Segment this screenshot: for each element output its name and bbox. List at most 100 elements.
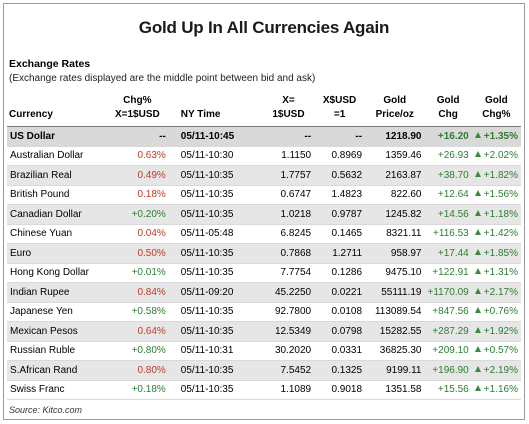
gold-chg-percent-value: +0.57% (483, 345, 518, 357)
cell-ny-time: 05/11-10:35 (168, 204, 263, 225)
cell-currency: Chinese Yuan (7, 224, 106, 244)
table-row: Canadian Dollar +0.20% 05/11-10:35 1.0218 0.… (7, 204, 521, 225)
cell-gold-price: 113089.54 (365, 302, 425, 322)
cell-rate: 6.8245 (262, 224, 315, 244)
cell-chg-percent: +0.58% (105, 302, 169, 322)
cell-usd: 1.2711 (314, 243, 366, 264)
cell-chg-percent: +0.20% (105, 204, 169, 225)
cell-currency: Euro (7, 243, 106, 264)
cell-rate: 1.1089 (262, 380, 315, 400)
header-rate: X= 1$USD (262, 92, 315, 127)
cell-ny-time: 05/11-10:35 (168, 302, 263, 322)
table-row: Japanese Yen +0.58% 05/11-10:35 92.7800 0.01… (7, 302, 521, 322)
page-title: Gold Up In All Currencies Again (138, 18, 390, 37)
cell-chg-percent: +0.01% (105, 263, 169, 283)
header-usd: X$USD =1 (314, 92, 366, 127)
cell-chg-percent: 0.04% (105, 224, 169, 244)
table-row: Indian Rupee 0.84% 05/11-09:20 45.2250 0.022… (7, 282, 521, 303)
cell-currency: Swiss Franc (7, 380, 106, 400)
header-gold-price: Gold Price/oz (365, 92, 425, 127)
up-arrow-icon (474, 229, 481, 236)
cell-rate: 1.1150 (262, 146, 315, 166)
cell-gold-chg-percent: +1.85% (471, 243, 521, 264)
cell-gold-chg: +16.20 (424, 126, 472, 147)
cell-ny-time: 05/11-10:35 (168, 165, 263, 186)
cell-usd: 0.9787 (314, 204, 366, 225)
cell-ny-time: 05/11-10:35 (168, 263, 263, 283)
cell-gold-chg: +12.64 (424, 185, 472, 205)
up-arrow-icon (474, 326, 481, 333)
cell-gold-chg-percent: +1.35% (471, 126, 521, 147)
cell-currency: Indian Rupee (7, 282, 106, 303)
gold-chg-percent-value: +2.17% (483, 286, 518, 298)
up-arrow-icon (474, 385, 481, 392)
cell-chg-percent: 0.80% (105, 360, 169, 381)
cell-ny-time: 05/11-05:48 (168, 224, 263, 244)
cell-rate: 0.7868 (262, 243, 315, 264)
cell-chg-percent: 0.18% (105, 185, 169, 205)
cell-ny-time: 05/11-10:30 (168, 146, 263, 166)
up-arrow-icon (474, 365, 481, 372)
cell-gold-price: 1359.46 (365, 146, 425, 166)
cell-ny-time: 05/11-10:35 (168, 380, 263, 400)
cell-gold-price: 8321.11 (365, 224, 425, 244)
cell-rate: 12.5349 (262, 321, 315, 342)
cell-gold-chg-percent: +1.16% (471, 380, 521, 400)
cell-gold-chg: +17.44 (424, 243, 472, 264)
section-title: Exchange Rates (9, 58, 91, 70)
gold-chg-percent-value: +1.35% (483, 130, 518, 142)
gold-chg-percent-value: +1.31% (483, 267, 518, 279)
table-row: Australian Dollar 0.63% 05/11-10:30 1.1150 0… (7, 146, 521, 166)
cell-rate: 45.2250 (262, 282, 315, 303)
cell-gold-chg-percent: +2.17% (471, 282, 521, 303)
cell-usd: 0.1325 (314, 360, 366, 381)
up-arrow-icon (474, 170, 481, 177)
cell-gold-chg: +14.56 (424, 204, 472, 225)
cell-rate: 92.7800 (262, 302, 315, 322)
cell-usd: 0.9018 (314, 380, 366, 400)
cell-gold-price: 822.60 (365, 185, 425, 205)
cell-gold-price: 1218.90 (365, 126, 425, 147)
gold-chg-percent-value: +1.82% (483, 169, 518, 181)
table-body: US Dollar -- 05/11-10:45 -- -- 1218.90 +16.20 +… (7, 126, 521, 400)
gold-chg-percent-value: +0.76% (483, 306, 518, 318)
cell-gold-chg-percent: +1.31% (471, 263, 521, 283)
gold-chg-percent-value: +1.85% (483, 247, 518, 259)
cell-gold-price: 55111.19 (365, 282, 425, 303)
cell-chg-percent: 0.49% (105, 165, 169, 186)
cell-currency: British Pound (7, 185, 106, 205)
cell-ny-time: 05/11-10:35 (168, 360, 263, 381)
cell-chg-percent: -- (105, 126, 169, 147)
cell-currency: Japanese Yen (7, 302, 106, 322)
cell-gold-chg-percent: +1.18% (471, 204, 521, 225)
table-row: S.African Rand 0.80% 05/11-10:35 7.5452 0.13… (7, 360, 521, 381)
cell-gold-chg: +38.70 (424, 165, 472, 186)
cell-gold-chg: +847.56 (424, 302, 472, 322)
cell-gold-price: 9199.11 (365, 360, 425, 381)
cell-usd: 0.0798 (314, 321, 366, 342)
cell-chg-percent: +0.80% (105, 341, 169, 361)
up-arrow-icon (474, 287, 481, 294)
cell-ny-time: 05/11-10:35 (168, 243, 263, 264)
cell-gold-chg-percent: +1.56% (471, 185, 521, 205)
up-arrow-icon (474, 268, 481, 275)
table-row: US Dollar -- 05/11-10:45 -- -- 1218.90 +16.20 +… (7, 126, 521, 147)
table-row: Hong Kong Dollar +0.01% 05/11-10:35 7.7754 0… (7, 263, 521, 283)
cell-usd: 0.1465 (314, 224, 366, 244)
cell-chg-percent: 0.50% (105, 243, 169, 264)
cell-gold-price: 15282.55 (365, 321, 425, 342)
exchange-rates-table: Currency Chg% X=1$USD NY Time X= 1$USD X$U… (7, 92, 521, 400)
cell-usd: 0.0331 (314, 341, 366, 361)
up-arrow-icon (474, 131, 481, 138)
cell-gold-chg: +1170.09 (424, 282, 472, 303)
cell-chg-percent: 0.63% (105, 146, 169, 166)
cell-gold-price: 1351.58 (365, 380, 425, 400)
cell-gold-price: 2163.87 (365, 165, 425, 186)
up-arrow-icon (474, 307, 481, 314)
gold-table-panel: Gold Up In All Currencies Again Exchange… (3, 3, 525, 420)
cell-rate: 1.7757 (262, 165, 315, 186)
header-gold-chg-percent: Gold Chg% (471, 92, 521, 127)
cell-usd: 0.1286 (314, 263, 366, 283)
cell-rate: 1.0218 (262, 204, 315, 225)
cell-currency: Hong Kong Dollar (7, 263, 106, 283)
